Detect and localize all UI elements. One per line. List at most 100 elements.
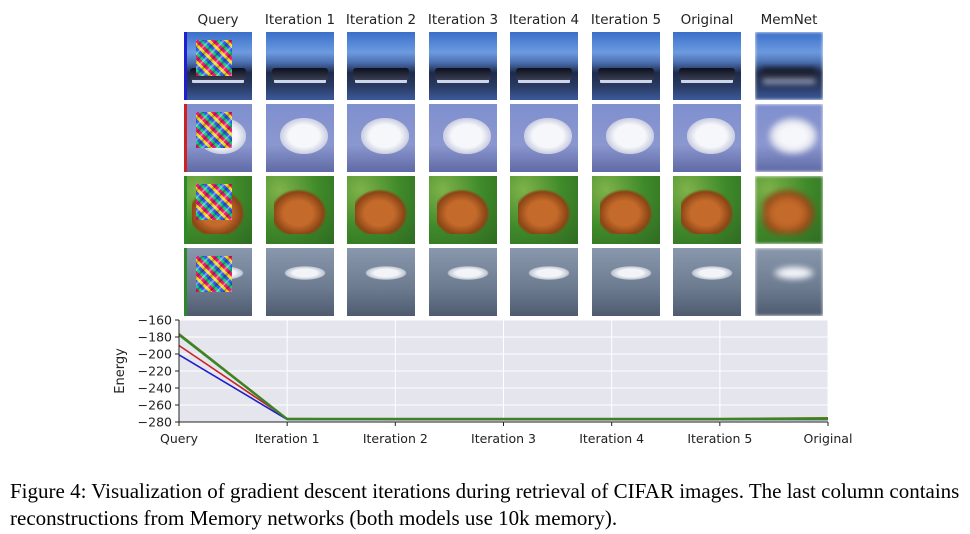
y-tick-label: −260 xyxy=(138,398,172,413)
thumbnail-subject xyxy=(274,188,328,234)
noise-patch xyxy=(196,112,232,148)
series-line xyxy=(178,334,828,421)
thumbnail-background xyxy=(592,32,660,100)
series-lines xyxy=(178,332,829,421)
thumbnail-subject xyxy=(353,68,409,80)
thumbnail-image xyxy=(347,248,415,316)
thumbnail-image xyxy=(429,248,497,316)
thumbnail-subject xyxy=(691,266,733,280)
thumbnail-background xyxy=(429,248,497,316)
column-header-iteration-1: Iteration 1 xyxy=(264,12,336,28)
thumbnail-subject xyxy=(284,266,326,280)
thumbnail-background xyxy=(755,248,823,316)
thumbnail-background xyxy=(673,32,741,100)
thumbnail-subject xyxy=(761,68,817,80)
thumbnail-image xyxy=(755,32,823,100)
thumbnail-image xyxy=(266,176,334,244)
thumbnail-subject xyxy=(518,188,572,234)
thumbnail-background xyxy=(592,248,660,316)
thumbnail-image xyxy=(510,32,578,100)
thumbnail-background xyxy=(347,248,415,316)
thumbnail-image xyxy=(184,176,252,244)
column-header-query: Query xyxy=(197,12,239,28)
grid-lines xyxy=(178,319,829,423)
thumbnail-image xyxy=(184,248,252,316)
thumbnail-subject xyxy=(435,68,491,80)
thumbnail-image xyxy=(755,176,823,244)
thumbnail-image xyxy=(266,248,334,316)
thumbnail-image xyxy=(266,32,334,100)
thumbnail-subject xyxy=(687,118,735,154)
thumbnail-subject xyxy=(600,188,654,234)
x-tick-label: Iteration 4 xyxy=(579,431,644,446)
thumbnail-subject xyxy=(443,118,491,154)
y-ticks: −160 −180 −200 −220 −240 −260 −280 xyxy=(138,313,179,430)
thumbnail-image xyxy=(592,104,660,172)
thumbnail-image xyxy=(347,176,415,244)
thumbnail-subject xyxy=(773,266,815,280)
thumbnail-background xyxy=(347,32,415,100)
x-ticks: Query Iteration 1 Iteration 2 Iteration 3 It… xyxy=(160,422,852,446)
thumbnail-subject xyxy=(361,118,409,154)
thumbnail-background xyxy=(266,248,334,316)
x-tick-label: Iteration 2 xyxy=(363,431,428,446)
x-tick-label: Iteration 5 xyxy=(687,431,752,446)
thumbnail-subject xyxy=(516,68,572,80)
thumbnail-image xyxy=(510,248,578,316)
thumbnail-image xyxy=(347,104,415,172)
noise-patch xyxy=(196,40,232,76)
x-tick-label: Query xyxy=(160,431,199,446)
column-header-memnet: MemNet xyxy=(760,12,818,28)
thumbnail-image xyxy=(429,104,497,172)
thumbnail-background xyxy=(755,32,823,100)
y-tick-label: −220 xyxy=(138,364,172,379)
thumbnail-subject xyxy=(280,118,328,154)
column-header-iteration-3: Iteration 3 xyxy=(427,12,499,28)
thumbnail-subject xyxy=(365,266,407,280)
thumbnail-image xyxy=(592,176,660,244)
column-header-iteration-4: Iteration 4 xyxy=(508,12,580,28)
thumbnail-image xyxy=(755,248,823,316)
thumbnail-subject xyxy=(681,188,735,234)
thumbnail-image xyxy=(673,248,741,316)
y-tick-label: −160 xyxy=(138,313,172,328)
thumbnail-subject xyxy=(272,68,328,80)
thumbnail-subject xyxy=(437,188,491,234)
row-color-marker xyxy=(184,176,187,244)
thumbnail-subject xyxy=(528,266,570,280)
y-axis-label: Energy xyxy=(113,348,128,394)
thumbnail-subject xyxy=(610,266,652,280)
thumbnail-background xyxy=(510,248,578,316)
x-tick-label: Iteration 1 xyxy=(255,431,320,446)
y-tick-label: −200 xyxy=(138,347,172,362)
row-color-marker xyxy=(184,32,187,100)
column-header-iteration-2: Iteration 2 xyxy=(345,12,417,28)
y-tick-label: −180 xyxy=(138,330,172,345)
column-header-iteration-5: Iteration 5 xyxy=(590,12,662,28)
figure-caption: Figure 4: Visualization of gradient desc… xyxy=(10,479,960,530)
thumbnail-image xyxy=(429,176,497,244)
thumbnail-image xyxy=(510,104,578,172)
noise-patch xyxy=(196,256,232,292)
thumbnail-image xyxy=(673,176,741,244)
thumbnail-subject xyxy=(355,188,409,234)
thumbnail-subject xyxy=(679,68,735,80)
thumbnail-subject xyxy=(524,118,572,154)
x-tick-label: Original xyxy=(804,431,853,446)
thumbnail-image xyxy=(184,32,252,100)
thumbnail-subject xyxy=(769,118,817,154)
thumbnail-image xyxy=(510,176,578,244)
thumbnail-background xyxy=(266,32,334,100)
thumbnail-subject xyxy=(447,266,489,280)
column-header-original: Original xyxy=(680,12,734,28)
thumbnail-image xyxy=(429,32,497,100)
thumbnail-image xyxy=(673,104,741,172)
energy-chart: −160 −180 −200 −220 −240 −260 −280 Query Iterat… xyxy=(113,313,852,447)
thumbnail-subject xyxy=(598,68,654,80)
thumbnail-subject xyxy=(763,188,817,234)
row-color-marker xyxy=(184,248,187,316)
thumbnail-image xyxy=(592,32,660,100)
thumbnail-background xyxy=(510,32,578,100)
thumbnail-image xyxy=(755,104,823,172)
thumbnail-background xyxy=(429,32,497,100)
